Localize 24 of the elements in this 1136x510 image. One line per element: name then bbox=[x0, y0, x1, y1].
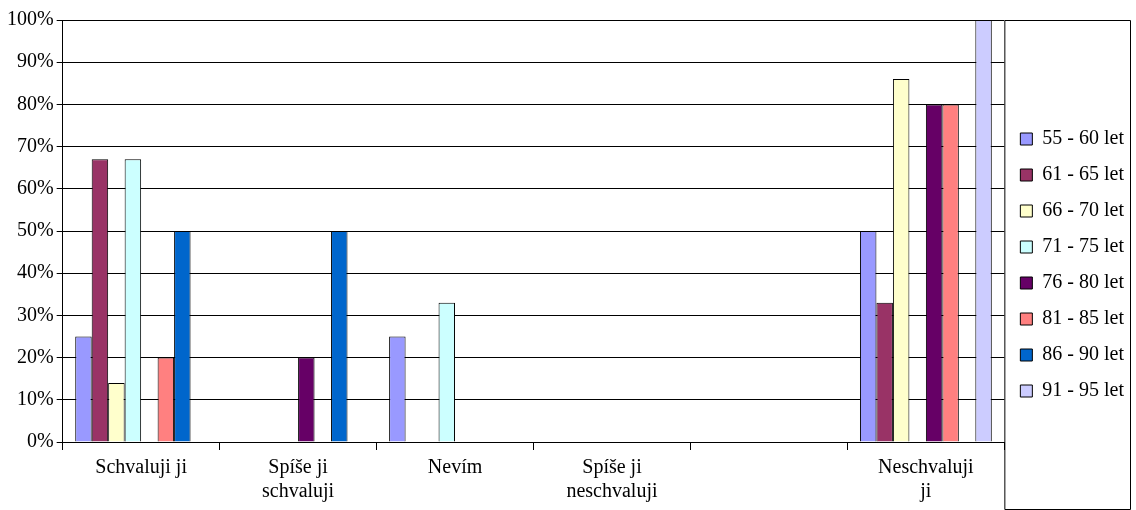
y-tick-label: 10% bbox=[16, 387, 54, 410]
y-tick-label: 50% bbox=[16, 218, 54, 241]
y-tick-label: 80% bbox=[16, 91, 54, 114]
legend-label: 91 - 95 let bbox=[1042, 378, 1125, 401]
y-tick-label: 70% bbox=[16, 133, 54, 156]
y-tick-label: 30% bbox=[16, 302, 54, 325]
legend-label: 61 - 65 let bbox=[1042, 162, 1125, 185]
x-tick-label: Nevím bbox=[427, 455, 483, 478]
y-tick-label: 0% bbox=[26, 429, 54, 452]
legend-label: 76 - 80 let bbox=[1042, 270, 1125, 293]
legend-label: 86 - 90 let bbox=[1042, 342, 1125, 365]
legend-label: 66 - 70 let bbox=[1042, 198, 1125, 221]
y-tick-label: 100% bbox=[6, 7, 54, 30]
legend-label: 81 - 85 let bbox=[1042, 306, 1125, 329]
y-tick-label: 90% bbox=[16, 49, 54, 72]
legend-label: 71 - 75 let bbox=[1042, 234, 1125, 257]
legend-label: 55 - 60 let bbox=[1042, 126, 1125, 149]
x-tick-label: Spíše ji neschvaluji bbox=[566, 455, 658, 503]
y-tick-label: 60% bbox=[16, 176, 54, 199]
y-tick-label: 20% bbox=[16, 344, 54, 367]
x-tick-label: Spíše ji schvaluji bbox=[261, 455, 335, 503]
x-tick-label: Schvaluji ji bbox=[95, 455, 188, 479]
y-tick-label: 40% bbox=[16, 260, 54, 283]
x-tick-label: Neschvaluji ji bbox=[878, 455, 975, 503]
